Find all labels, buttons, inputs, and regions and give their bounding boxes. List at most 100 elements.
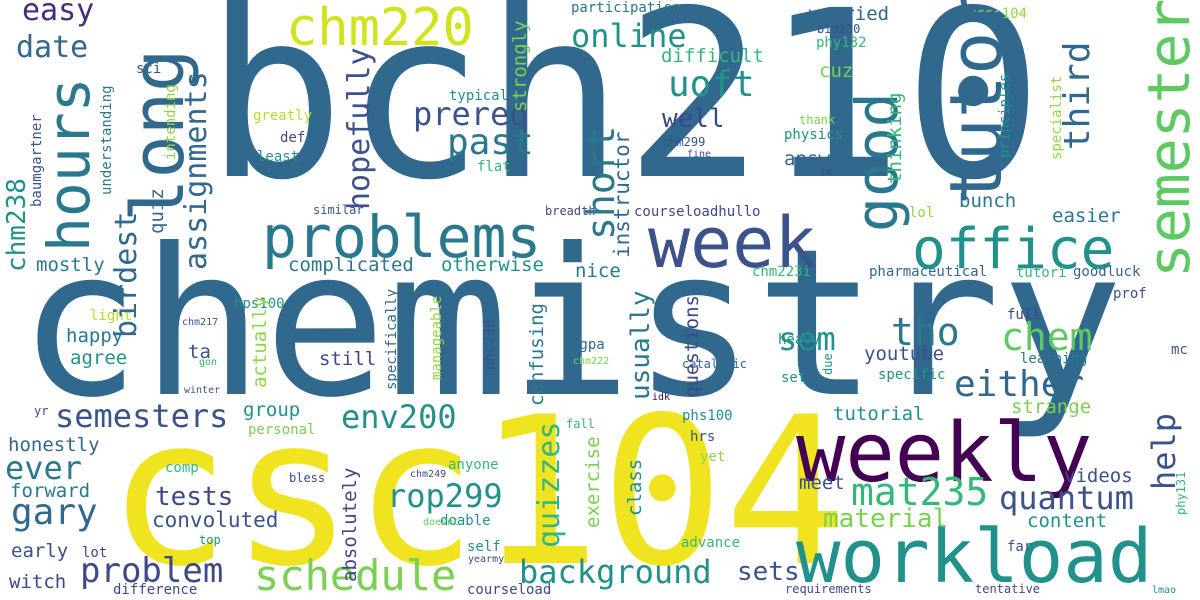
word-requirements: requirements: [785, 582, 872, 596]
word-honestly: honestly: [8, 434, 100, 456]
word-greatly: greatly: [253, 108, 313, 124]
word-tests: tests: [155, 482, 234, 512]
word-quiz: quiz: [146, 188, 168, 234]
word-absolutely: absolutely: [339, 467, 361, 582]
word-assignments: assignments: [179, 71, 214, 270]
word-bch210: bch210: [205, 0, 1044, 231]
word-doesnt: doesnt: [423, 517, 460, 528]
word-sem: sem: [778, 320, 836, 358]
word-sci: sci: [136, 61, 162, 77]
word-tho: tho: [891, 310, 960, 354]
word-prof: prof: [1113, 286, 1147, 302]
word-problems: problems: [262, 203, 542, 271]
word-anyone: anyone: [448, 457, 499, 473]
word-third: third: [1057, 41, 1098, 150]
word-happy: happy: [66, 325, 124, 347]
word-ta: ta: [188, 341, 211, 363]
word-content: content: [1027, 510, 1108, 532]
word-semester: semester: [1135, 0, 1200, 278]
word-chm223i: chm223i: [752, 264, 812, 280]
word-problem: problem: [80, 551, 224, 591]
word-instructor: instructor: [610, 131, 634, 258]
word-phc230: phc230: [482, 319, 498, 370]
word-pharmaceutical: pharmaceutical: [869, 264, 988, 280]
word-bunch: bunch: [959, 190, 1017, 212]
word-specific: specific: [878, 367, 946, 383]
word-specialist: specialist: [1049, 75, 1065, 160]
word-full: full: [1007, 307, 1041, 323]
word-intending: intending: [163, 84, 179, 160]
word-complicated: complicated: [288, 254, 414, 276]
word-week: week: [648, 202, 817, 284]
word-breadth: breadth: [545, 204, 596, 218]
word-youtube: youtube: [864, 343, 945, 365]
word-weekly: weekly: [796, 406, 1093, 501]
word-agree: agree: [70, 347, 128, 369]
word-bless: bless: [289, 471, 326, 485]
word-worried: worried: [809, 3, 890, 25]
word-least: least: [257, 149, 300, 165]
word-semesters: semesters: [55, 397, 229, 435]
word-chemistry: chemistry: [18, 206, 1124, 443]
word-learning: learning: [1020, 351, 1088, 367]
word-mc: mc: [1171, 342, 1188, 358]
word-rop299: rop299: [387, 477, 503, 515]
word-meet: meet: [799, 472, 845, 494]
word-schedule: schedule: [254, 551, 457, 600]
word-advance: advance: [681, 535, 741, 551]
word-actually: actually: [249, 296, 271, 388]
word-confusing: confusing: [526, 303, 548, 406]
word-usually: usually: [626, 290, 656, 400]
word-difficult: difficult: [661, 45, 764, 67]
word-courseload: courseload: [467, 582, 552, 598]
word-class: class: [624, 458, 646, 516]
word-difference: difference: [113, 582, 198, 598]
word-tutorial: tutorial: [833, 403, 925, 425]
word-flat: flat: [477, 159, 511, 175]
word-strongly: strongly: [509, 20, 531, 112]
word-set: set: [781, 370, 807, 386]
word-date: date: [16, 30, 89, 65]
word-uoft: uoft: [668, 64, 755, 105]
word-heavy: heavy: [778, 332, 821, 348]
word-lol: lol: [909, 205, 935, 221]
word-still: still: [319, 348, 377, 370]
word-easier: easier: [1052, 205, 1121, 227]
word-top: top: [199, 533, 221, 547]
word-participation: participation: [571, 0, 681, 16]
word-workload: workload: [796, 514, 1153, 600]
word-chm299: chm299: [662, 135, 706, 149]
word-principles: principles: [997, 73, 1013, 158]
word-hrs: hrs: [690, 429, 716, 445]
word-fall: fall: [566, 417, 595, 431]
word-material: material: [823, 504, 949, 534]
word-early: early: [11, 540, 69, 562]
word-questions: questions: [681, 295, 703, 398]
word-hopefully: hopefully: [342, 47, 377, 210]
word-thank: thank: [799, 113, 836, 127]
word-chm217: chm217: [182, 317, 219, 328]
word-ucsc104: ucsc104: [968, 6, 1028, 22]
word-gary: gary: [11, 492, 98, 533]
word-quantum: quantum: [999, 479, 1134, 517]
word-forward: forward: [10, 480, 91, 502]
word-def: def: [280, 130, 306, 146]
word-chm222: chm222: [573, 356, 610, 367]
word-past: past: [447, 122, 534, 163]
word-strange: strange: [1011, 396, 1092, 418]
word-understanding: understanding: [99, 85, 115, 195]
word-personal: personal: [248, 422, 316, 438]
word-hours: hours: [35, 77, 103, 252]
word-self: self: [467, 539, 501, 555]
word-gon: gon: [199, 357, 218, 368]
word-mostly: mostly: [36, 254, 105, 276]
word-baumgartner: baumgartner: [29, 114, 45, 207]
word-far: far: [1007, 539, 1033, 555]
word-winter: winter: [184, 385, 221, 396]
word-lot: lot: [82, 545, 108, 561]
word-env200: env200: [341, 398, 457, 436]
word-thinking: thinking: [884, 92, 906, 184]
word-specifically: specifically: [384, 288, 400, 390]
word-witch: witch: [9, 571, 67, 593]
